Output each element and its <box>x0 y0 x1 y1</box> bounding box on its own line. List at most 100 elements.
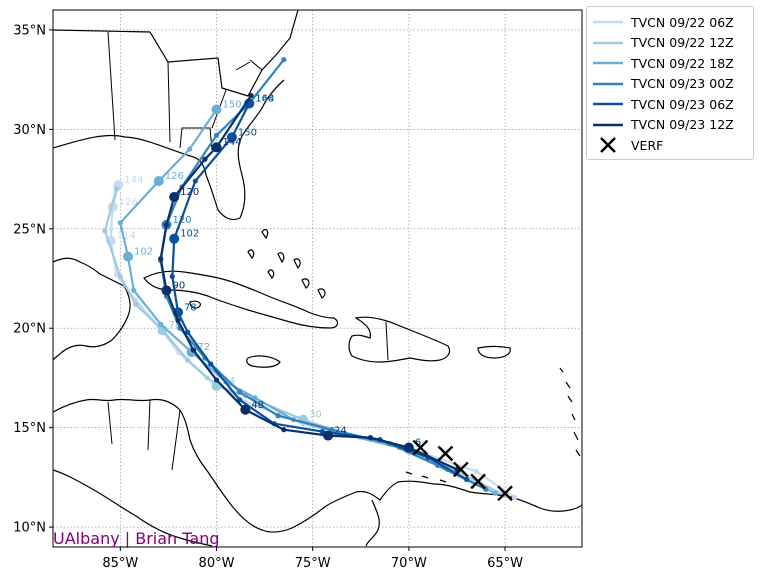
verf-marker-0 <box>497 485 513 502</box>
y-axis: 10°N 15°N 20°N 25°N 30°N 35°N <box>13 23 53 536</box>
track-hour-label: 24 <box>334 426 347 437</box>
legend-line-swatch <box>593 20 623 24</box>
legend-line-swatch <box>593 102 623 106</box>
legend-x-marker <box>600 137 616 153</box>
legend-item: TVCN 09/23 06Z <box>593 94 734 114</box>
coastline-cuba <box>143 270 339 329</box>
track-labeled-point <box>403 442 414 453</box>
track-hour-label: 78 <box>169 320 182 331</box>
track-point <box>186 146 193 152</box>
track-hour-label: 168 <box>255 93 274 104</box>
legend-line-swatch <box>593 61 623 65</box>
track-hour-label: 144 <box>255 93 274 104</box>
x-tick-label: 70°W <box>391 556 427 571</box>
legend-item: TVCN 09/23 12Z <box>593 115 734 135</box>
track-hour-label: 150 <box>238 127 257 138</box>
track-hour-label: 6 <box>415 438 421 449</box>
legend-item: TVCN 09/22 06Z <box>593 12 734 32</box>
forecast-tracks: 1141261446305478721021261501201447810215… <box>102 57 518 500</box>
track-labeled-point <box>226 132 237 143</box>
track-point <box>492 490 499 496</box>
verf-marker-4 <box>412 439 429 456</box>
legend-item: TVCN 09/23 00Z <box>593 74 734 94</box>
coastline-puerto-rico <box>477 345 511 359</box>
track-point <box>117 273 123 280</box>
track-point <box>213 132 220 138</box>
track-point <box>169 273 175 280</box>
track-hour-label: 120 <box>180 187 199 198</box>
legend-label: TVCN 09/23 12Z <box>631 117 734 132</box>
coastline-isle-of-youth <box>189 300 201 309</box>
coastline-maracaibo <box>365 499 380 547</box>
track-5: 6 24 48 90 120 144 <box>158 92 460 473</box>
track-point <box>175 317 181 323</box>
legend-label: TVCN 09/22 12Z <box>631 35 734 50</box>
track-hour-label: 90 <box>172 280 185 291</box>
track-hour-label: 114 <box>117 231 136 242</box>
track-labeled-point <box>153 176 164 187</box>
track-point <box>202 156 208 162</box>
country-borders <box>107 399 181 471</box>
track-point <box>319 429 325 435</box>
track-point <box>275 413 281 419</box>
track-point <box>102 228 108 234</box>
track-labeled-point <box>323 430 334 441</box>
track-hour-label: 102 <box>134 247 153 258</box>
track-labeled-point <box>211 104 222 115</box>
x-axis: 85°W 80°W 75°W 70°W 65°W <box>102 547 523 571</box>
legend-label: TVCN 09/23 00Z <box>631 76 734 91</box>
legend-label: TVCN 09/23 06Z <box>631 96 734 112</box>
track-point <box>158 321 164 327</box>
y-tick-label: 30°N <box>13 123 46 138</box>
y-tick-label: 20°N <box>13 322 46 337</box>
coastline-central-america-pacific <box>53 469 213 547</box>
verf-marker-2 <box>452 461 469 478</box>
y-tick-label: 35°N <box>13 23 46 38</box>
legend-item: TVCN 09/22 18Z <box>593 53 734 73</box>
track-point <box>208 361 214 367</box>
track-point <box>192 178 198 184</box>
track-point <box>281 57 287 63</box>
x-tick-label: 65°W <box>487 556 523 571</box>
track-line-5 <box>159 94 458 471</box>
track-hour-label: 126 <box>119 197 138 208</box>
coastline-lesser-antilles <box>559 367 581 457</box>
x-tick-label: 80°W <box>199 556 235 571</box>
track-hour-label: 144 <box>223 137 242 148</box>
track-point <box>473 468 479 475</box>
legend-item: VERF <box>593 135 663 155</box>
track-point <box>367 435 373 441</box>
track-point <box>236 389 243 395</box>
coastline-us <box>53 10 299 97</box>
y-tick-label: 15°N <box>13 421 46 436</box>
verification-points <box>412 439 513 502</box>
track-point <box>131 287 137 294</box>
track-point <box>512 494 518 500</box>
coastlines <box>53 10 582 547</box>
plot-frame <box>52 9 583 548</box>
track-hour-label: 78 <box>184 302 197 313</box>
track-hour-label: 72 <box>198 342 211 353</box>
coastline-florida-east <box>237 79 285 219</box>
track-point <box>117 220 123 226</box>
track-point <box>158 256 164 262</box>
coastline-bahamas <box>247 228 326 299</box>
x-tick-label: 85°W <box>102 556 138 571</box>
track-point <box>463 476 470 482</box>
track-labeled-point <box>161 285 172 296</box>
track-labeled-point <box>123 251 134 262</box>
track-hour-label: 150 <box>223 99 242 110</box>
track-point <box>213 377 220 383</box>
legend-line-swatch <box>593 123 623 126</box>
legend-line-swatch <box>593 41 623 44</box>
track-point <box>185 329 191 335</box>
track-point <box>281 427 287 433</box>
track-point <box>163 222 170 228</box>
track-hour-label: 102 <box>180 229 199 240</box>
track-point <box>248 92 254 99</box>
track-point <box>113 186 120 192</box>
legend-item: TVCN 09/22 12Z <box>593 33 734 53</box>
track-labeled-point <box>169 191 180 202</box>
verf-marker-1 <box>470 473 486 490</box>
